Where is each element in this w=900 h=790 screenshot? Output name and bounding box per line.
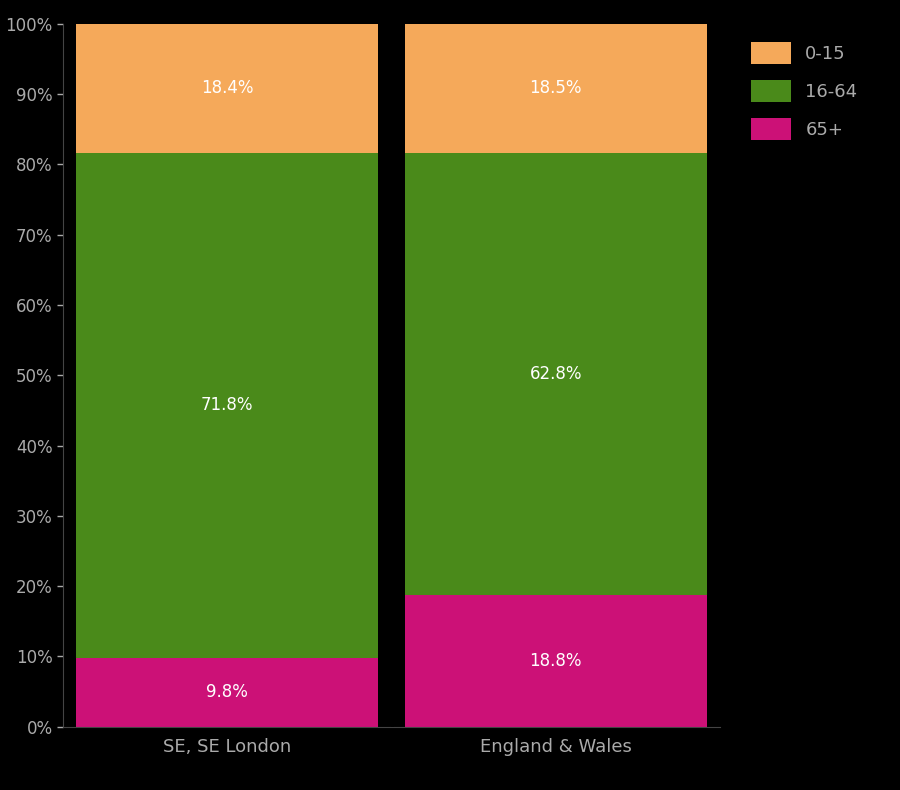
Bar — [76, 658, 378, 727]
Text: 9.8%: 9.8% — [206, 683, 248, 702]
Bar — [405, 153, 706, 595]
Text: 62.8%: 62.8% — [529, 365, 582, 383]
Text: 71.8%: 71.8% — [201, 397, 254, 415]
Text: 18.8%: 18.8% — [529, 652, 582, 670]
Bar — [76, 24, 378, 153]
Bar — [405, 23, 706, 153]
Legend: 0-15, 16-64, 65+: 0-15, 16-64, 65+ — [742, 32, 867, 149]
Bar — [76, 153, 378, 658]
Bar — [405, 595, 706, 727]
Text: 18.5%: 18.5% — [529, 79, 582, 97]
Text: 18.4%: 18.4% — [201, 79, 254, 97]
